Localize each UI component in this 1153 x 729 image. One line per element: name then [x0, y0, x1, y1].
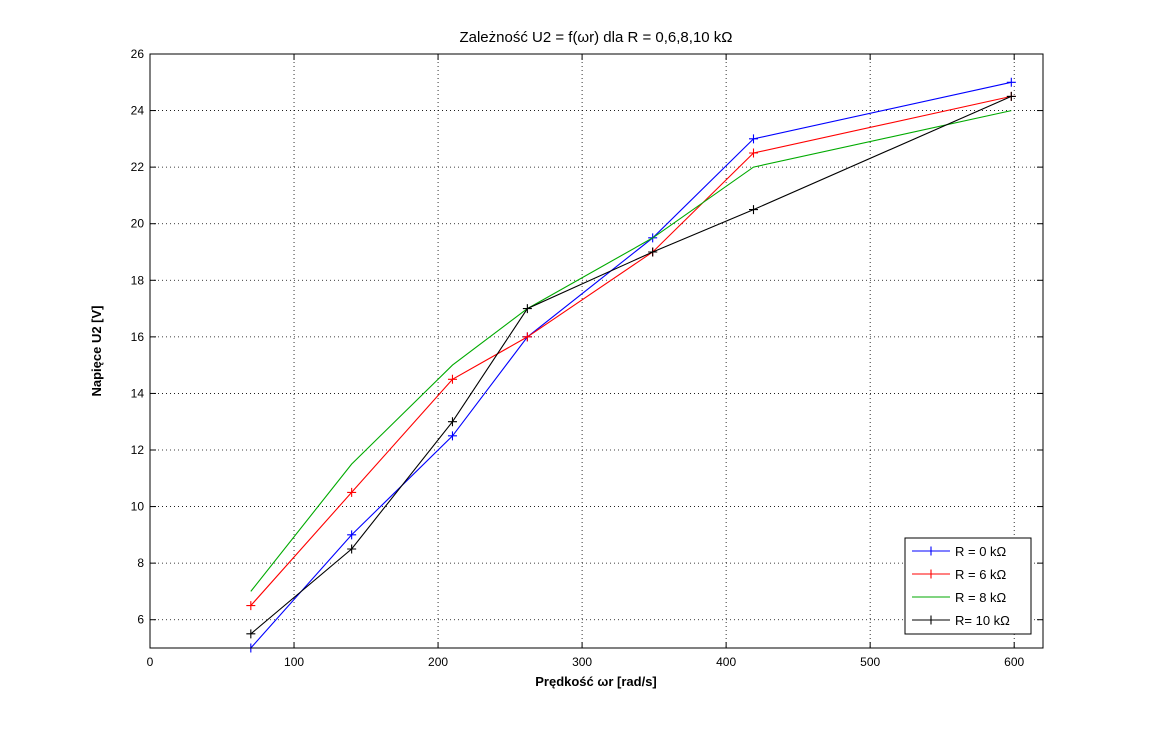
data-point-marker [447, 417, 457, 427]
data-point-marker [347, 530, 357, 540]
data-point-marker [522, 304, 532, 314]
grid [150, 54, 1043, 648]
legend: R = 0 kΩ R = 6 kΩ R = 8 kΩ R= 10 kΩ [904, 537, 1032, 635]
plot-area: 0 100 200 300 400 500 600 6 8 10 12 14 16 18 20 22 24 26 [131, 47, 1044, 669]
data-point-marker [246, 629, 256, 639]
x-tick-label: 500 [860, 655, 880, 669]
legend-marker-0 [926, 546, 936, 556]
data-point-marker [447, 431, 457, 441]
data-point-marker [748, 148, 758, 158]
x-tick-label: 0 [147, 655, 154, 669]
legend-label-1: R = 6 kΩ [955, 567, 1007, 582]
data-point-marker [648, 247, 658, 257]
legend-marker-1 [926, 569, 936, 579]
axis-ticks: 0 100 200 300 400 500 600 6 8 10 12 14 16 18 20 22 24 26 [131, 47, 1043, 669]
y-tick-label: 22 [131, 160, 145, 174]
y-tick-label: 12 [131, 443, 145, 457]
data-point-marker [1006, 77, 1016, 87]
y-tick-label: 6 [137, 613, 144, 627]
data-point-marker [522, 332, 532, 342]
legend-label-3: R= 10 kΩ [955, 613, 1010, 628]
plot-frame [149, 53, 1044, 649]
data-point-marker [347, 487, 357, 497]
y-tick-label: 18 [131, 273, 145, 287]
x-tick-label: 600 [1004, 655, 1024, 669]
plot-background [150, 54, 1043, 648]
data-point-marker [748, 134, 758, 144]
x-tick-label: 300 [572, 655, 592, 669]
y-tick-label: 14 [131, 386, 145, 400]
chart-title: Zależność U2 = f(ωr) dla R = 0,6,8,10 kΩ [459, 29, 732, 46]
x-axis-title: Prędkość ωr [rad/s] [535, 674, 657, 689]
legend-label-0: R = 0 kΩ [955, 544, 1007, 559]
x-tick-label: 400 [716, 655, 736, 669]
x-tick-label: 100 [284, 655, 304, 669]
y-tick-label: 24 [131, 104, 145, 118]
y-tick-label: 26 [131, 47, 145, 61]
legend-box [904, 537, 1032, 635]
data-point-marker [1006, 91, 1016, 101]
y-axis-title: Napięce U2 [V] [89, 305, 104, 396]
y-tick-label: 20 [131, 217, 145, 231]
y-tick-label: 16 [131, 330, 145, 344]
legend-label-2: R = 8 kΩ [955, 590, 1007, 605]
legend-entries: R = 0 kΩ R = 6 kΩ R = 8 kΩ R= 10 kΩ [912, 544, 1010, 628]
data-point-marker [447, 374, 457, 384]
legend-marker-3 [926, 615, 936, 625]
data-point-marker [246, 601, 256, 611]
x-tick-label: 200 [428, 655, 448, 669]
y-tick-label: 8 [137, 556, 144, 570]
data-point-marker [748, 205, 758, 215]
y-tick-label: 10 [131, 500, 145, 514]
series-layer [246, 77, 1016, 653]
data-point-marker [347, 544, 357, 554]
